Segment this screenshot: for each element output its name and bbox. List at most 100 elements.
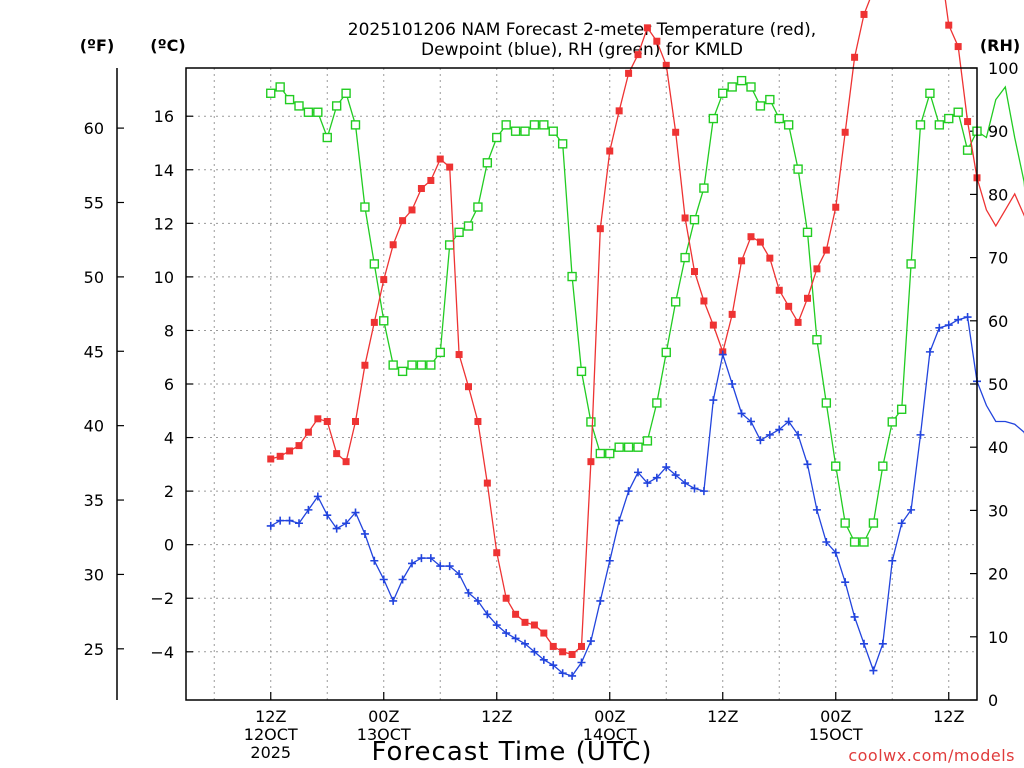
temperature-point [841, 128, 849, 136]
rh-point [444, 240, 455, 250]
time-tick-label: 00Z [368, 707, 399, 726]
dewpoint-point [492, 621, 501, 630]
rh-point [360, 202, 370, 212]
rh-point [953, 107, 963, 117]
dewpoint-point [728, 380, 737, 388]
rh-tick-label: 50 [988, 375, 1008, 394]
rh-point [350, 120, 361, 130]
dewpoint-point [313, 492, 322, 501]
celsius-tick-label: 12 [154, 214, 174, 233]
dewpoint-point [436, 562, 445, 571]
temperature-point [964, 118, 972, 126]
temperature-point [587, 458, 595, 466]
dewpoint-point [389, 596, 398, 605]
rh-point [708, 113, 719, 124]
rh-point [699, 183, 709, 193]
celsius-tick-label: 14 [154, 161, 174, 180]
chart-title-line1: 2025101206 NAM Forecast 2-meter Temperat… [348, 20, 816, 40]
dewpoint-point [822, 538, 831, 546]
dewpoint-point [539, 655, 548, 664]
dewpoint-point [464, 588, 473, 597]
temperature-point [738, 257, 746, 265]
dewpoint-point [747, 417, 755, 426]
dewpoint-point [963, 313, 972, 322]
temperature-point [436, 155, 444, 163]
temperature-point [361, 361, 369, 369]
temperature-point [314, 415, 322, 423]
dewpoint-point [944, 321, 953, 330]
dewpoint-point [360, 529, 369, 538]
dewpoint-point [351, 508, 360, 517]
temperature-point [634, 51, 642, 59]
temperature-point [455, 351, 463, 359]
rh-point [670, 297, 681, 307]
temperature-point [399, 217, 407, 225]
time-tick-label: 12Z [933, 707, 964, 726]
dewpoint-point [530, 647, 539, 656]
rh-point [463, 221, 474, 231]
rh-point [652, 398, 662, 408]
dewpoint-point [502, 629, 511, 638]
fahrenheit-tick-label: 25 [84, 640, 104, 659]
rh-point [501, 120, 511, 130]
dewpoint-point [737, 409, 746, 418]
rh-point [576, 366, 587, 377]
rh-tick-label: 60 [988, 312, 1008, 331]
rh-point [426, 360, 436, 370]
dewpoint-point [954, 315, 963, 324]
temperature-point [446, 163, 454, 171]
dewpoint-point [577, 658, 586, 667]
temperature-point [417, 185, 425, 193]
celsius-tick-label: 6 [164, 375, 174, 394]
rh-point [661, 347, 671, 358]
temperature-point [709, 321, 717, 329]
rh-point [915, 120, 926, 130]
temperature-point [662, 61, 670, 69]
rh-point [313, 107, 323, 117]
dewpoint-point [426, 554, 435, 563]
dewpoint-point [379, 575, 388, 584]
temperature-point [756, 238, 764, 246]
rh-point [586, 417, 596, 427]
dewpoint-point [652, 473, 661, 482]
rh-point [388, 360, 398, 370]
temperature-point [295, 442, 303, 450]
series-layer [266, 0, 1024, 680]
dewpoint-point [568, 671, 577, 680]
rh-point [859, 537, 869, 547]
temperature-point [615, 107, 623, 115]
rh-point [934, 120, 945, 130]
temperature-point [483, 479, 491, 487]
rh-unit-label: (RH) [980, 36, 1020, 55]
rh-point [727, 82, 737, 92]
dewpoint-point [831, 548, 840, 557]
rh-point [407, 360, 417, 370]
dewpoint-point [812, 505, 821, 514]
temperature-point [653, 37, 661, 45]
rh-point [689, 214, 700, 225]
fahrenheit-tick-label: 35 [84, 491, 104, 510]
dewpoint-point [662, 463, 671, 472]
time-tick-label: 15OCT [809, 725, 863, 744]
time-tick-label: 13OCT [357, 725, 411, 744]
temperature-point [625, 69, 633, 77]
temperature-point [474, 417, 482, 425]
rh-point [718, 88, 728, 98]
dewpoint-point [709, 396, 718, 405]
rh-point [275, 82, 285, 92]
celsius-tick-label: 2 [164, 482, 174, 501]
rh-point [944, 113, 954, 124]
temperature-point [568, 650, 576, 658]
temperature-point [747, 233, 755, 241]
temperature-point [606, 147, 614, 155]
celsius-tick-label: −2 [150, 589, 174, 608]
rh-tick-label: 10 [988, 628, 1008, 647]
temperature-point [549, 642, 557, 650]
dewpoint-point [671, 471, 680, 480]
rh-point [322, 132, 332, 143]
dewpoint-point [888, 556, 897, 565]
temperature-point [380, 276, 388, 284]
